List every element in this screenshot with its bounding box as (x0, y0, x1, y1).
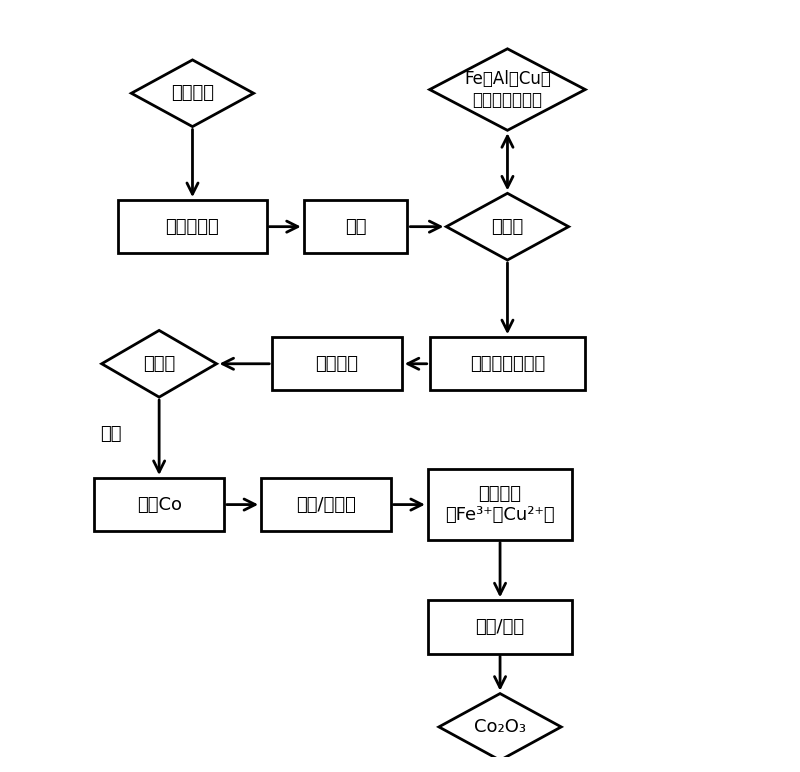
Polygon shape (131, 60, 254, 127)
Polygon shape (446, 193, 569, 260)
Text: 粗碎: 粗碎 (345, 218, 366, 235)
Text: 净化除杂
（Fe³⁺、Cu²⁺）: 净化除杂 （Fe³⁺、Cu²⁺） (446, 485, 555, 524)
Text: 格筛分离: 格筛分离 (315, 355, 358, 373)
Polygon shape (102, 330, 217, 397)
Text: 过滤/除石墨: 过滤/除石墨 (296, 496, 356, 513)
Bar (94, 478, 224, 531)
Text: Fe、Al、Cu、
塑料、有机隔膜: Fe、Al、Cu、 塑料、有机隔膜 (464, 70, 551, 109)
Bar (261, 478, 390, 531)
Text: 沉鑰/锻烧: 沉鑰/锻烧 (475, 618, 525, 636)
Bar (428, 600, 572, 654)
Polygon shape (430, 49, 586, 130)
Text: 盐酸: 盐酸 (100, 425, 122, 443)
Polygon shape (439, 693, 561, 760)
Text: 超声波搄拌清洗: 超声波搄拌清洗 (470, 355, 545, 373)
Bar (118, 200, 266, 253)
Text: 食盐水放电: 食盐水放电 (166, 218, 219, 235)
Text: 浸出Co: 浸出Co (137, 496, 182, 513)
Bar (304, 200, 407, 253)
Text: 筛下物: 筛下物 (491, 218, 523, 235)
Text: Co₂O₃: Co₂O₃ (474, 718, 526, 736)
Bar (428, 469, 572, 540)
Bar (430, 337, 586, 391)
Bar (272, 337, 402, 391)
Text: 废锂电池: 废锂电池 (171, 84, 214, 102)
Text: 细粉体: 细粉体 (143, 355, 175, 373)
